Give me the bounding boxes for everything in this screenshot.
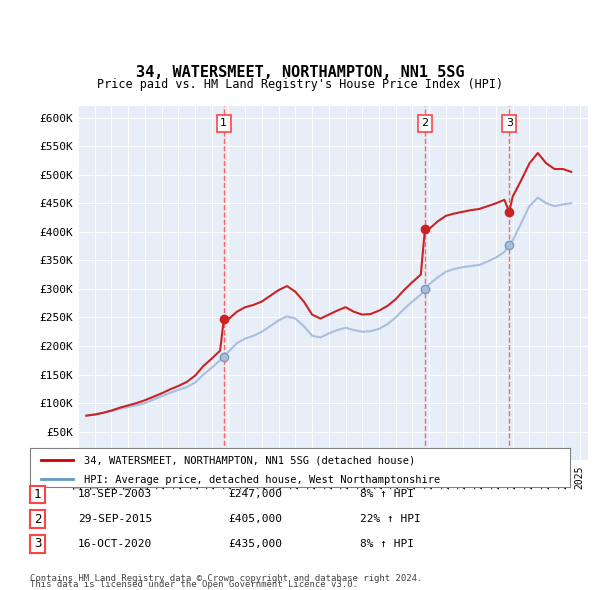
Text: Contains HM Land Registry data © Crown copyright and database right 2024.: Contains HM Land Registry data © Crown c… xyxy=(30,574,422,583)
Text: 16-OCT-2020: 16-OCT-2020 xyxy=(78,539,152,549)
Text: 34, WATERSMEET, NORTHAMPTON, NN1 5SG (detached house): 34, WATERSMEET, NORTHAMPTON, NN1 5SG (de… xyxy=(84,455,415,466)
Text: 34, WATERSMEET, NORTHAMPTON, NN1 5SG: 34, WATERSMEET, NORTHAMPTON, NN1 5SG xyxy=(136,65,464,80)
Text: Price paid vs. HM Land Registry's House Price Index (HPI): Price paid vs. HM Land Registry's House … xyxy=(97,78,503,91)
Text: 1: 1 xyxy=(220,119,227,129)
Text: 3: 3 xyxy=(34,537,41,550)
Text: £247,000: £247,000 xyxy=(228,490,282,499)
Text: 1: 1 xyxy=(34,488,41,501)
Text: 8% ↑ HPI: 8% ↑ HPI xyxy=(360,490,414,499)
Text: This data is licensed under the Open Government Licence v3.0.: This data is licensed under the Open Gov… xyxy=(30,580,358,589)
Text: 18-SEP-2003: 18-SEP-2003 xyxy=(78,490,152,499)
Text: 22% ↑ HPI: 22% ↑ HPI xyxy=(360,514,421,524)
Text: £405,000: £405,000 xyxy=(228,514,282,524)
Text: 2: 2 xyxy=(421,119,428,129)
Text: 29-SEP-2015: 29-SEP-2015 xyxy=(78,514,152,524)
Text: 3: 3 xyxy=(506,119,513,129)
Text: 8% ↑ HPI: 8% ↑ HPI xyxy=(360,539,414,549)
Text: £435,000: £435,000 xyxy=(228,539,282,549)
Text: 2: 2 xyxy=(34,513,41,526)
Text: HPI: Average price, detached house, West Northamptonshire: HPI: Average price, detached house, West… xyxy=(84,475,440,485)
